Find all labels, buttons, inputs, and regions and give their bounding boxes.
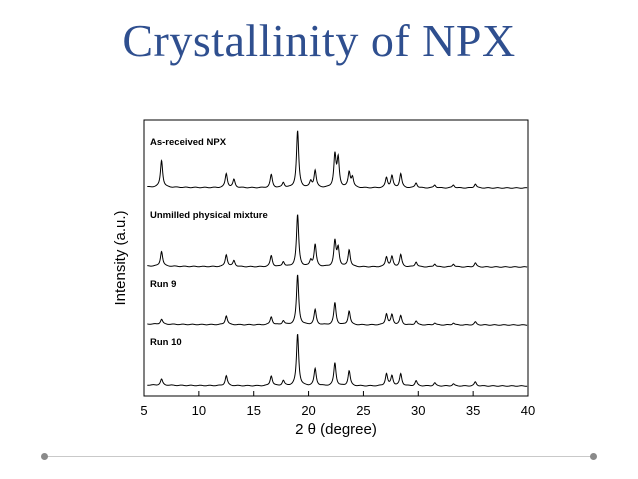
trace-1 [147,130,528,189]
series-label-4: Run 10 [150,337,182,348]
x-tick-label-40: 40 [521,403,535,418]
x-tick-label-5: 5 [140,403,147,418]
trace-layer: As-received NPX Unmilled physical mixture… [147,130,528,387]
x-tick-label-35: 35 [466,403,480,418]
footer-rule [44,456,594,457]
chart-canvas: As-received NPX Unmilled physical mixture… [112,119,535,438]
trace-2 [147,214,528,268]
series-label-2: Unmilled physical mixture [150,210,268,221]
slide-title: Crystallinity of NPX [122,15,516,66]
xrd-chart: As-received NPX Unmilled physical mixture… [101,90,542,440]
x-tick-label-15: 15 [246,403,260,418]
x-tick-label-30: 30 [411,403,425,418]
y-axis-label: Intensity (a.u.) [112,210,129,305]
trace-3 [147,274,528,326]
series-label-1: As-received NPX [150,137,227,148]
footer-dot-right [590,453,597,460]
plot-frame [143,119,529,397]
x-tick-label-25: 25 [356,403,370,418]
series-label-3: Run 9 [150,279,176,290]
footer-dot-left [41,453,48,460]
x-ticks: 5 10 15 20 25 30 35 40 [140,391,535,418]
trace-4 [147,334,528,387]
x-tick-label-10: 10 [192,403,206,418]
x-tick-label-20: 20 [301,403,315,418]
x-axis-label: 2 θ (degree) [295,421,377,438]
